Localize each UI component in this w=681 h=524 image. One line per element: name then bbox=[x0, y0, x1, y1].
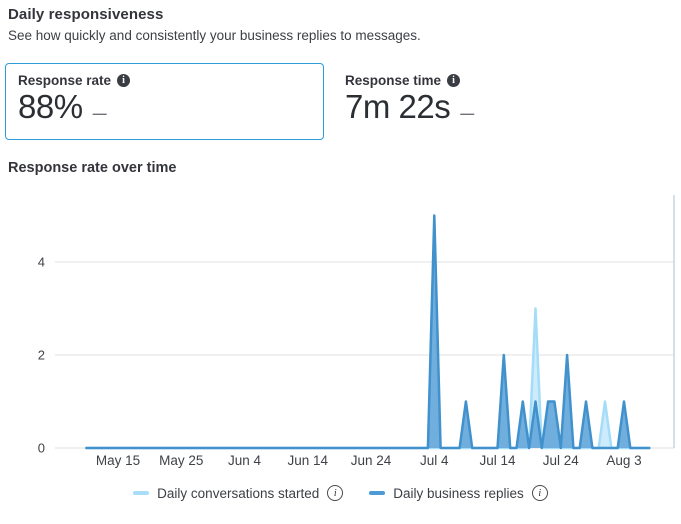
response-time-trend: — bbox=[460, 105, 475, 121]
legend-item-business-replies: Daily business replies i bbox=[369, 485, 548, 501]
svg-text:May 15: May 15 bbox=[96, 453, 140, 468]
page-title: Daily responsiveness bbox=[8, 6, 164, 23]
response-time-card[interactable]: Response time i 7m 22s — bbox=[332, 63, 651, 140]
response-time-value: 7m 22s bbox=[345, 88, 451, 125]
response-rate-label: Response rate bbox=[18, 73, 112, 88]
response-time-value-row: 7m 22s — bbox=[345, 88, 638, 125]
business-replies-label: Daily business replies bbox=[393, 485, 524, 501]
response-rate-info-icon[interactable]: i bbox=[117, 74, 131, 87]
svg-text:0: 0 bbox=[38, 441, 45, 456]
conversations-started-swatch bbox=[133, 491, 150, 495]
chart-legend: Daily conversations started i Daily busi… bbox=[0, 485, 681, 501]
svg-text:Jul 4: Jul 4 bbox=[420, 453, 449, 468]
response-time-label: Response time bbox=[345, 73, 442, 88]
response-rate-label-row: Response rate i bbox=[18, 73, 311, 88]
conversations-started-info-icon[interactable]: i bbox=[327, 485, 344, 501]
response-rate-value: 88% bbox=[18, 88, 83, 125]
svg-text:May 25: May 25 bbox=[159, 453, 203, 468]
svg-text:Jul 14: Jul 14 bbox=[479, 453, 516, 468]
svg-text:Jun 14: Jun 14 bbox=[288, 453, 329, 468]
chart-section-title: Response rate over time bbox=[8, 160, 177, 176]
svg-text:Jul 24: Jul 24 bbox=[543, 453, 580, 468]
page-subtitle: See how quickly and consistently your bu… bbox=[8, 28, 421, 43]
response-time-label-row: Response time i bbox=[345, 73, 638, 88]
conversations-started-label: Daily conversations started bbox=[157, 485, 320, 501]
business-replies-swatch bbox=[369, 491, 386, 495]
response-time-info-icon[interactable]: i bbox=[447, 74, 461, 87]
svg-text:Jun 24: Jun 24 bbox=[351, 453, 392, 468]
response-rate-card[interactable]: Response rate i 88% — bbox=[5, 63, 324, 140]
response-rate-over-time-chart: 0 2 4 May 15 May 25 Jun 4 Jun 14 Jun 24 Jul 4 Jul… bbox=[38, 195, 675, 468]
response-rate-value-row: 88% — bbox=[18, 88, 311, 125]
svg-text:2: 2 bbox=[38, 348, 45, 363]
svg-text:Aug 3: Aug 3 bbox=[606, 453, 641, 468]
svg-text:Jun 4: Jun 4 bbox=[228, 453, 262, 468]
legend-item-conversations-started: Daily conversations started i bbox=[133, 485, 344, 501]
svg-text:4: 4 bbox=[38, 255, 45, 270]
response-rate-trend: — bbox=[92, 105, 107, 121]
business-replies-info-icon[interactable]: i bbox=[531, 485, 548, 501]
